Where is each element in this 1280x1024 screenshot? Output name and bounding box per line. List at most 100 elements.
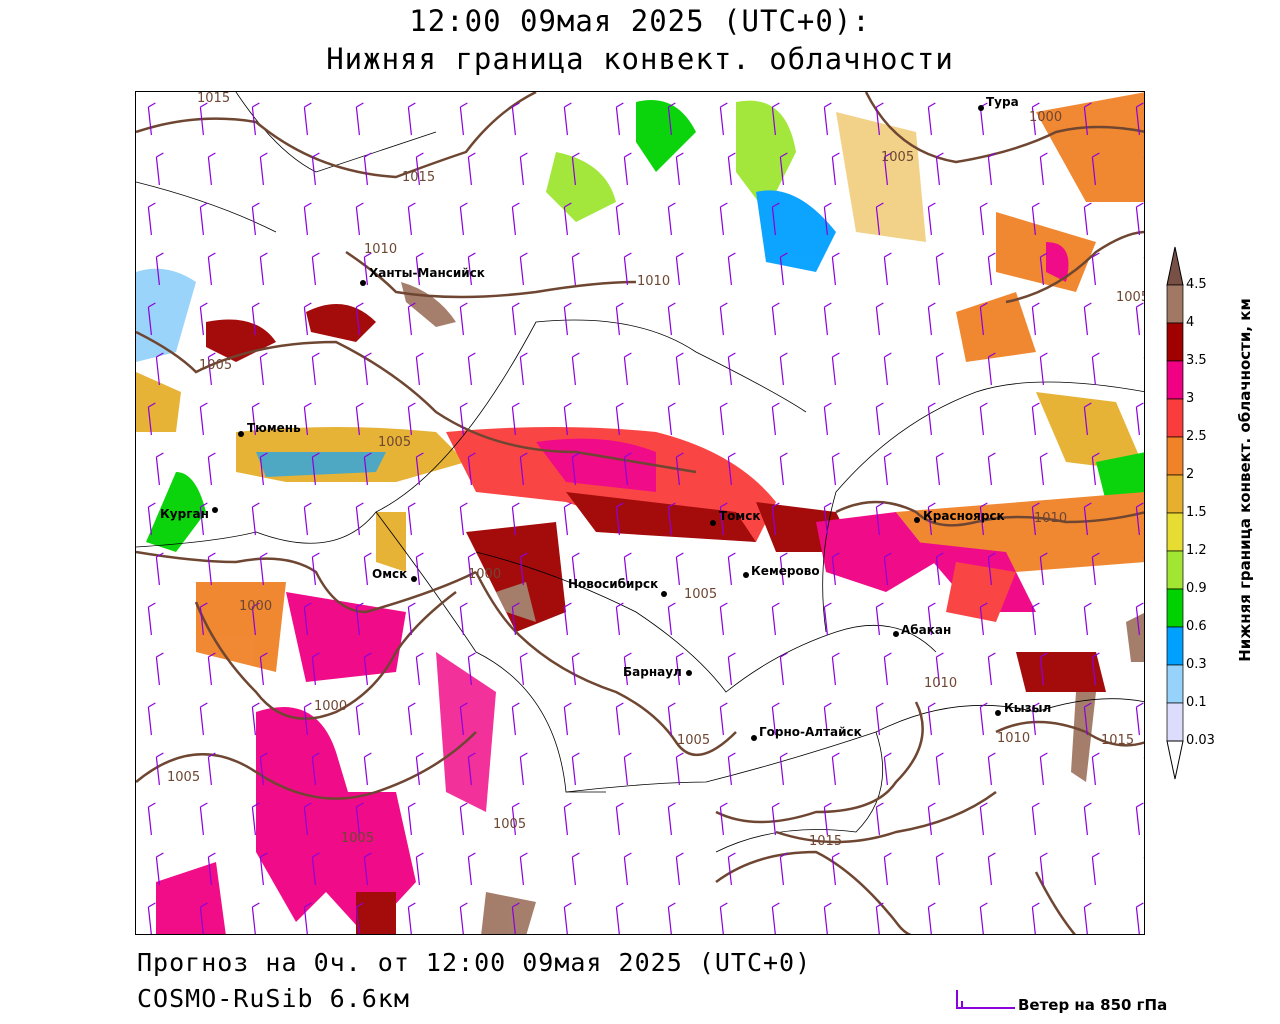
wind-barb [979,202,988,236]
wind-barb [355,302,364,336]
city-dot [751,735,757,741]
wind-barb [883,652,892,686]
wind-barb [311,752,320,786]
wind-barb [467,352,476,386]
isobar-label: 1005 [684,587,717,602]
wind-barb [199,302,208,336]
wind-barb [571,352,580,386]
wind-barb [1083,102,1092,136]
wind-barb [875,502,884,536]
colorbar-segment [1166,360,1184,400]
isobar-label: 1015 [402,170,435,185]
wind-barb [311,652,320,686]
wind-barb [363,852,372,886]
isobar-label: 1010 [1034,511,1067,526]
wind-barb [571,552,580,586]
wind-barb [407,502,416,536]
colorbar-segment [1166,702,1184,742]
wind-barb [667,302,676,336]
city-dot [743,572,749,578]
wind-barb [1083,702,1092,736]
wind-barb [727,652,736,686]
wind-barb [459,302,468,336]
wind-barb [831,252,840,286]
wind-barb [675,552,684,586]
wind-barb [1091,652,1100,686]
wind-barb [831,152,840,186]
wind-barb [1091,152,1100,186]
wind-barb [355,602,364,636]
wind-barb [1083,502,1092,536]
city-dot [411,576,417,582]
wind-barb [519,652,528,686]
wind-barb [563,902,572,934]
colorbar-segment [1166,664,1184,704]
wind-barb [251,402,260,436]
wind-barb [1031,602,1040,636]
wind-barb [259,452,268,486]
wind-barb [571,652,580,686]
wind-barb [883,852,892,886]
isobar-label: 1015 [809,834,842,849]
wind-barb [667,602,676,636]
wind-barb [831,752,840,786]
isobar-label: 1005 [1116,290,1145,305]
wind-barb [623,152,632,186]
wind-barb [407,302,416,336]
wind-barb [1091,352,1100,386]
isobar-label: 1010 [997,731,1030,746]
wind-barb [623,552,632,586]
wind-barb [571,452,580,486]
isobar-label: 1000 [1029,110,1062,125]
wind-barb [355,902,364,934]
wind-barb [779,652,788,686]
city-label: Кызыл [1004,701,1051,715]
city-label: Тура [986,95,1019,109]
wind-barb [979,802,988,836]
wind-barb [251,202,260,236]
wind-barb [1039,852,1048,886]
colorbar-segment [1166,512,1184,552]
wind-barb [459,702,468,736]
wind-barb [623,752,632,786]
wind-barb [667,702,676,736]
wind-barb [415,452,424,486]
wind-barb [987,252,996,286]
wind-barb [623,452,632,486]
wind-barb [363,252,372,286]
wind-barb [407,402,416,436]
wind-barb-icon [956,990,1015,1009]
wind-barb [927,802,936,836]
wind-barb [155,852,164,886]
forecast-info: Прогноз на 0ч. от 12:00 09мая 2025 (UTC+… [137,948,812,977]
wind-barb [927,102,936,136]
wind-barb [935,252,944,286]
wind-barb [415,152,424,186]
wind-barb [987,852,996,886]
wind-barb [1031,402,1040,436]
wind-barb [771,302,780,336]
wind-barb [875,302,884,336]
wind-barb [1091,852,1100,886]
isobar-label: 1010 [364,242,397,257]
wind-barb [1143,657,1144,659]
wind-barb [623,652,632,686]
wind-barb [251,302,260,336]
wind-barb [259,252,268,286]
city-label: Тюмень [247,421,301,435]
wind-barb [1143,857,1144,859]
city-label: Красноярск [923,509,1005,523]
wind-barb [1031,502,1040,536]
wind-barb [563,402,572,436]
wind-barb [771,502,780,536]
wind-barb [303,502,312,536]
wind-barb [927,702,936,736]
wind-legend: Ветер на 850 гПа [955,988,1205,1018]
wind-barb [251,502,260,536]
city-dot [978,105,984,111]
wind-barb [467,152,476,186]
wind-barb [1143,557,1144,559]
wind-barb [987,552,996,586]
wind-barb [199,502,208,536]
wind-barb [823,402,832,436]
